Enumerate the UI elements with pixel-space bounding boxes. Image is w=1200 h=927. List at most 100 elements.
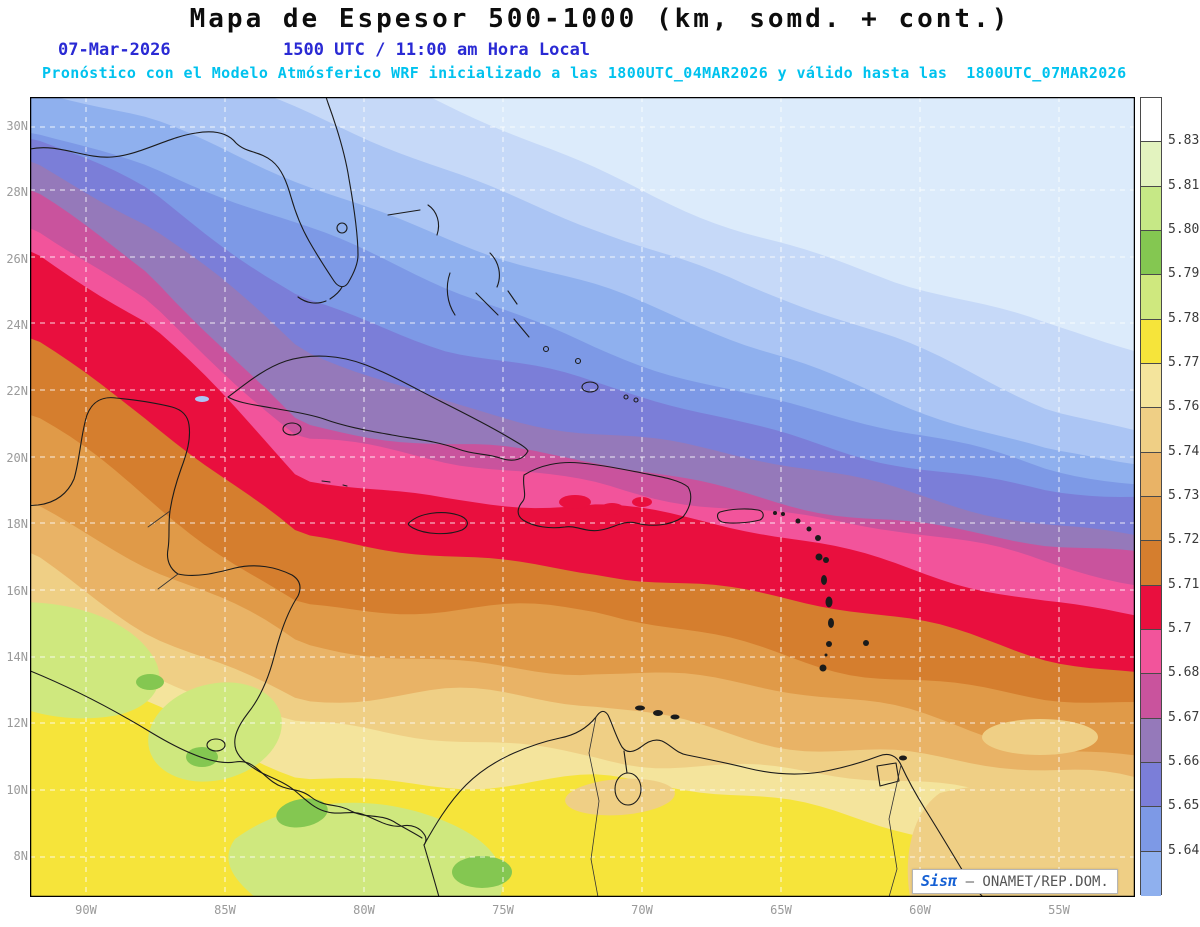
colorbar-label: 5.76: [1168, 399, 1200, 415]
patch-green-1: [276, 798, 328, 828]
colorbar-segment-violet: [1141, 762, 1161, 808]
lat-label: 28N: [6, 185, 28, 200]
lat-label: 12N: [6, 716, 28, 731]
colorbar-segment-orange_dk: [1141, 541, 1161, 586]
coastline-cayman: [321, 480, 348, 487]
lat-label: 22N: [6, 384, 28, 399]
colorbar-label: 5.807: [1168, 222, 1200, 237]
colorbar-label: 5.736: [1168, 488, 1200, 503]
colorbar-segment-tan: [1141, 408, 1161, 453]
colorbar-segment-blue5: [1141, 807, 1161, 852]
country-borders: [147, 510, 902, 898]
coastline-bahamas: [387, 204, 639, 403]
coastline-trinidad: [876, 762, 900, 787]
coastline-puerto-rico: [717, 508, 764, 524]
coastlines: [9, 96, 984, 898]
lat-label: 14N: [6, 649, 28, 664]
lon-label: 65W: [770, 903, 792, 917]
page-title: Mapa de Espesor 500-1000 (km, somd. + co…: [189, 4, 1011, 34]
colorbar-label: 5.795: [1168, 266, 1200, 282]
patch-green-2: [452, 856, 512, 888]
lake-okeechobee: [336, 222, 348, 234]
colorbar-segment-pink: [1141, 629, 1161, 675]
colorbar-segment-green_pale: [1141, 142, 1161, 187]
sispi-logo: Sisπ: [921, 872, 958, 890]
colorbar-segment-yellow_pale: [1141, 363, 1161, 409]
coastline-lesser-antilles: [635, 511, 907, 761]
patch-red-hispaniola-1: [559, 495, 591, 509]
colorbar-label: 5.748: [1168, 443, 1200, 459]
patch-tan-southeast: [907, 784, 1135, 897]
colorbar-label: 5.7: [1168, 621, 1192, 636]
lat-label: 24N: [6, 318, 28, 333]
lat-label: 16N: [6, 583, 28, 598]
contour-patches: [20, 396, 1135, 897]
coastline-cuba: [227, 355, 529, 461]
colorbar-segment-orange: [1141, 496, 1161, 542]
patch-yellowgreen-west: [20, 602, 160, 719]
attribution-box: Sisπ – ONAMET/REP.DOM.: [912, 869, 1118, 894]
coastline-hispaniola: [517, 461, 692, 532]
colorbar-segment-blue4: [1141, 851, 1161, 896]
lon-label: 55W: [1048, 903, 1070, 917]
isla-juventud: [282, 422, 302, 436]
patch-wheat-east: [982, 719, 1098, 755]
lake-nicaragua: [206, 738, 226, 752]
forecast-date: 07-Mar-2026: [58, 40, 171, 60]
patch-yellowgreen-nicaragua: [148, 682, 282, 782]
colorbar: [1140, 97, 1162, 896]
colorbar-segment-yellow: [1141, 319, 1161, 364]
coastline-south-america: [423, 710, 984, 898]
colorbar-segment-yellow_green: [1141, 275, 1161, 320]
model-info-line: Pronóstico con el Modelo Atmósferico WRF…: [42, 64, 1127, 82]
coastline-gulf-florida: [9, 96, 359, 288]
patch-green-4: [136, 674, 164, 690]
lake-maracaibo: [614, 772, 642, 806]
forecast-time: 1500 UTC / 11:00 am Hora Local: [283, 40, 591, 60]
colorbar-label: 5.831: [1168, 133, 1200, 149]
lat-label: 20N: [6, 450, 28, 465]
lon-label: 60W: [909, 903, 931, 917]
coastline-jamaica: [407, 512, 468, 535]
colorbar-label: 5.772: [1168, 355, 1200, 370]
map-area: Sisπ – ONAMET/REP.DOM.: [9, 0, 1155, 918]
colorbar-segment-red: [1141, 585, 1161, 630]
colorbar-label: 5.652: [1168, 798, 1200, 814]
coastline-colombia-pacific: [423, 844, 440, 898]
lon-label: 80W: [353, 903, 375, 917]
lon-label: 90W: [75, 903, 97, 917]
colorbar-label: 5.783: [1168, 310, 1200, 326]
colorbar-label: 5.712: [1168, 576, 1200, 592]
lon-label: 70W: [631, 903, 653, 917]
lat-label: 18N: [6, 517, 28, 532]
coastline-florida-keys: [297, 286, 343, 304]
colorbar-label: 5.64: [1168, 842, 1200, 858]
colorbar-label: 5.724: [1168, 532, 1200, 548]
coastline-central-america-caribbean: [9, 397, 427, 846]
colorbar-label: 5.688: [1168, 665, 1200, 681]
map-border: [29, 96, 1136, 898]
coastline-central-america-pacific: [9, 662, 423, 839]
colorbar-segment-orange_lt: [1141, 452, 1161, 497]
colorbar-segment-green_lt: [1141, 186, 1161, 231]
patch-red-hispaniola-2: [600, 503, 624, 515]
patch-wheat-venezuela: [565, 778, 675, 816]
lat-label: 10N: [6, 782, 28, 797]
colorbar-segment-green: [1141, 230, 1161, 276]
lat-label: 8N: [13, 848, 28, 863]
colorbar-segment-white: [1141, 98, 1161, 143]
colorbar-label: 5.664: [1168, 754, 1200, 769]
lat-label: 30N: [6, 119, 28, 133]
colorbar-segment-mauve: [1141, 718, 1161, 763]
lon-label: 85W: [214, 903, 236, 917]
colorbar-label: 5.676: [1168, 709, 1200, 725]
latlon-grid: [30, 97, 1135, 897]
maracaibo-channel: [623, 750, 628, 774]
lon-label: 75W: [492, 903, 514, 917]
colorbar-segment-rose: [1141, 674, 1161, 719]
thickness-map: [9, 0, 1155, 918]
colorbar-label: 5.819: [1168, 177, 1200, 193]
lat-label: 26N: [6, 251, 28, 266]
attribution-text: – ONAMET/REP.DOM.: [965, 874, 1109, 890]
patch-lagoon-yucatan: [195, 396, 209, 402]
